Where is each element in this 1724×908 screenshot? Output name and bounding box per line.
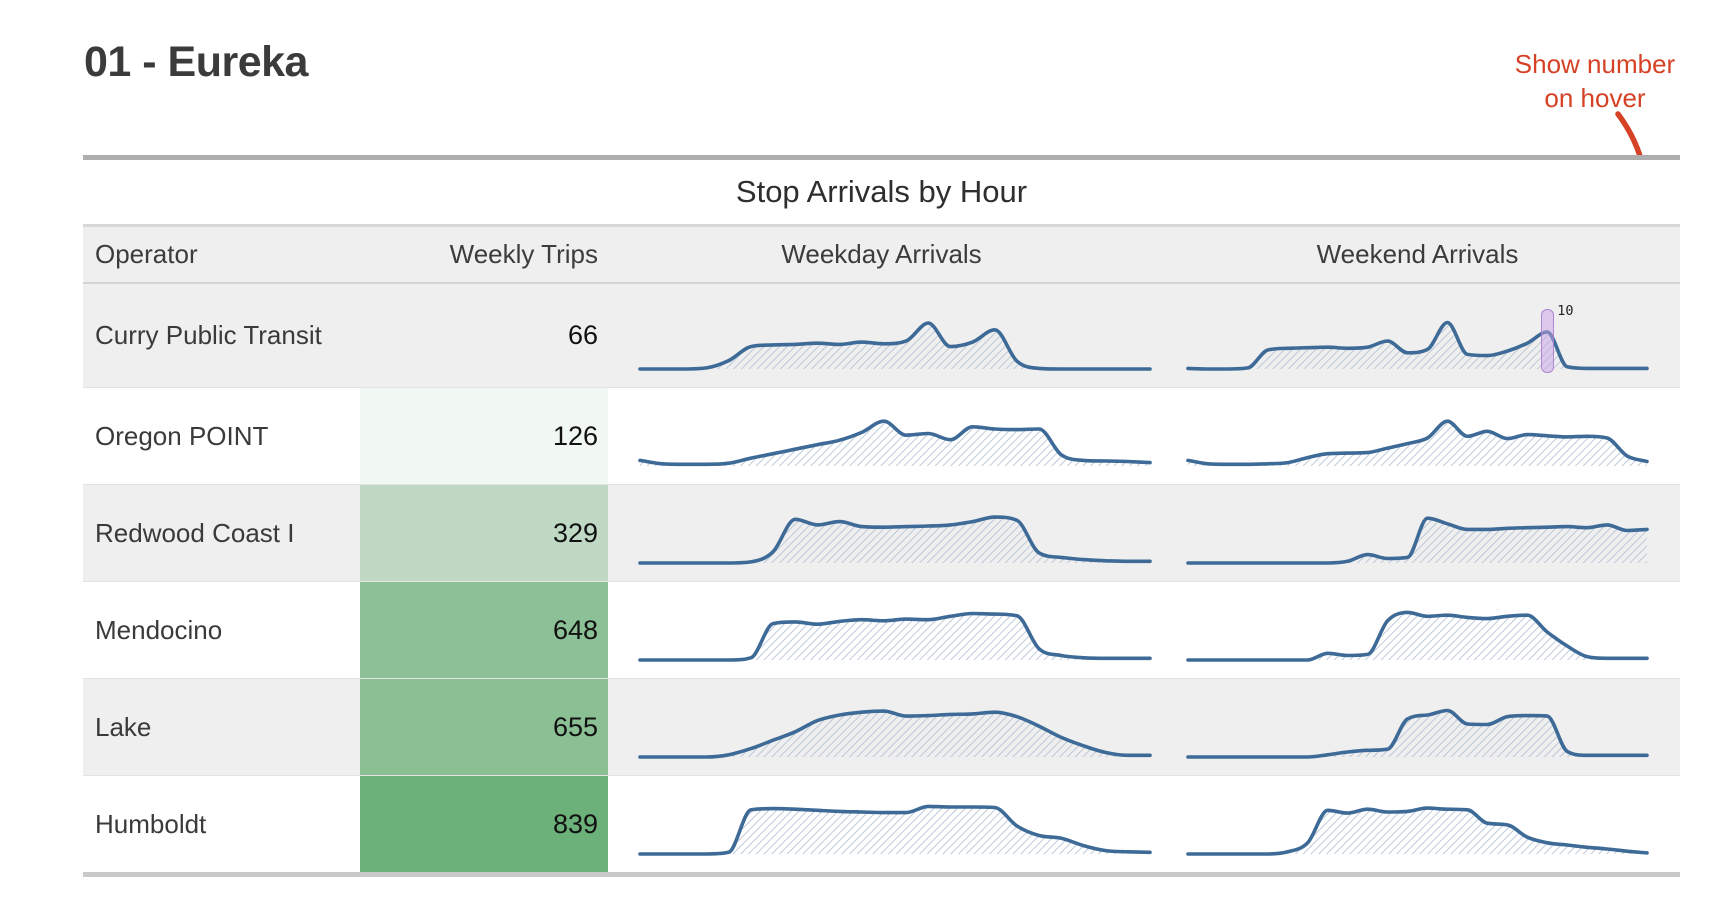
sparkline-line bbox=[638, 321, 1152, 371]
weekend-sparkline[interactable] bbox=[1155, 679, 1680, 775]
sparkline-area bbox=[640, 806, 1150, 854]
weekend-arrivals-cell bbox=[1155, 679, 1680, 775]
sparkline-line bbox=[1186, 516, 1649, 565]
weekend-arrivals-cell bbox=[1155, 485, 1680, 581]
weekly-trips-cell: 329 bbox=[360, 485, 608, 581]
sparkline-area bbox=[1188, 612, 1647, 660]
weekend-arrivals-cell bbox=[1155, 582, 1680, 678]
weekend-sparkline[interactable] bbox=[1155, 582, 1680, 678]
sparkline-line bbox=[638, 515, 1152, 565]
weekday-sparkline[interactable] bbox=[608, 582, 1155, 678]
table-row: Redwood Coast I 329 bbox=[83, 484, 1680, 581]
sparkline-area bbox=[1188, 421, 1647, 466]
table-bottom-border bbox=[83, 872, 1680, 877]
weekend-arrivals-cell: 10 bbox=[1155, 284, 1680, 387]
table-row: Humboldt 839 bbox=[83, 775, 1680, 872]
sparkline-line bbox=[638, 804, 1152, 856]
sparkline-area bbox=[640, 613, 1150, 660]
operator-cell: Oregon POINT bbox=[95, 420, 269, 451]
weekday-arrivals-cell bbox=[608, 582, 1155, 678]
column-header-weekday-arrivals: Weekday Arrivals bbox=[781, 239, 982, 269]
operator-cell: Redwood Coast I bbox=[95, 517, 295, 548]
weekly-trips-cell: 126 bbox=[360, 388, 608, 484]
weekday-arrivals-cell bbox=[608, 284, 1155, 387]
sparkline-line bbox=[1186, 419, 1649, 467]
sparkline-area bbox=[640, 711, 1150, 757]
hover-annotation: Show number on hover bbox=[1480, 48, 1710, 116]
weekend-sparkline[interactable] bbox=[1155, 776, 1680, 872]
weekend-arrivals-cell bbox=[1155, 776, 1680, 872]
sparkline-area bbox=[640, 517, 1150, 563]
weekly-trips-cell: 66 bbox=[567, 320, 598, 350]
weekday-sparkline[interactable] bbox=[608, 679, 1155, 775]
weekday-arrivals-cell bbox=[608, 485, 1155, 581]
sparkline-line bbox=[638, 611, 1152, 662]
hover-highlight-bar bbox=[1540, 309, 1554, 373]
arrivals-table: Stop Arrivals by Hour Operator Weekly Tri… bbox=[83, 155, 1680, 877]
table-header-row: Operator Weekly Trips Weekday Arrivals Week… bbox=[83, 227, 1680, 284]
hover-annotation-line2: on hover bbox=[1544, 82, 1646, 113]
sparkline-area bbox=[1188, 710, 1647, 757]
operator-cell: Lake bbox=[95, 711, 152, 742]
weekday-arrivals-cell bbox=[608, 679, 1155, 775]
table-row: Lake 655 bbox=[83, 678, 1680, 775]
table-body: Curry Public Transit 66 10 Oregon POINT 126 R… bbox=[83, 284, 1680, 872]
table-top-border bbox=[83, 155, 1680, 160]
weekday-arrivals-cell bbox=[608, 388, 1155, 484]
weekend-arrivals-cell bbox=[1155, 388, 1680, 484]
operator-cell: Humboldt bbox=[95, 808, 207, 839]
hover-tooltip-value: 10 bbox=[1557, 303, 1574, 319]
operator-cell: Curry Public Transit bbox=[95, 320, 322, 351]
weekday-arrivals-cell bbox=[608, 776, 1155, 872]
column-header-weekend-arrivals: Weekend Arrivals bbox=[1316, 239, 1519, 269]
weekday-sparkline[interactable] bbox=[608, 388, 1155, 484]
sparkline-line bbox=[1186, 708, 1649, 759]
weekday-sparkline[interactable] bbox=[608, 284, 1155, 387]
table-row: Oregon POINT 126 bbox=[83, 387, 1680, 484]
weekly-trips-cell: 839 bbox=[360, 776, 608, 872]
table-title: Stop Arrivals by Hour bbox=[83, 160, 1680, 227]
sparkline-line bbox=[1186, 806, 1649, 856]
operator-cell: Mendocino bbox=[95, 614, 223, 645]
weekday-sparkline[interactable] bbox=[608, 485, 1155, 581]
page-title: 01 - Eureka bbox=[84, 38, 308, 86]
sparkline-line bbox=[1186, 610, 1649, 662]
weekend-sparkline[interactable] bbox=[1155, 388, 1680, 484]
column-header-operator: Operator bbox=[95, 239, 198, 269]
sparkline-line bbox=[1186, 320, 1649, 371]
hover-annotation-line1: Show number bbox=[1514, 49, 1676, 79]
weekday-sparkline[interactable] bbox=[608, 776, 1155, 872]
sparkline-area bbox=[1188, 322, 1647, 369]
column-header-weekly-trips: Weekly Trips bbox=[449, 239, 598, 269]
sparkline-area bbox=[640, 323, 1150, 369]
weekend-sparkline[interactable] bbox=[1155, 485, 1680, 581]
sparkline-line bbox=[638, 419, 1152, 467]
table-row: Mendocino 648 bbox=[83, 581, 1680, 678]
weekend-sparkline[interactable] bbox=[1155, 284, 1680, 387]
sparkline-area bbox=[640, 421, 1150, 466]
sparkline-line bbox=[638, 709, 1152, 759]
sparkline-area bbox=[1188, 808, 1647, 854]
weekly-trips-cell: 655 bbox=[360, 679, 608, 775]
table-row: Curry Public Transit 66 10 bbox=[83, 284, 1680, 387]
weekly-trips-cell: 648 bbox=[360, 582, 608, 678]
